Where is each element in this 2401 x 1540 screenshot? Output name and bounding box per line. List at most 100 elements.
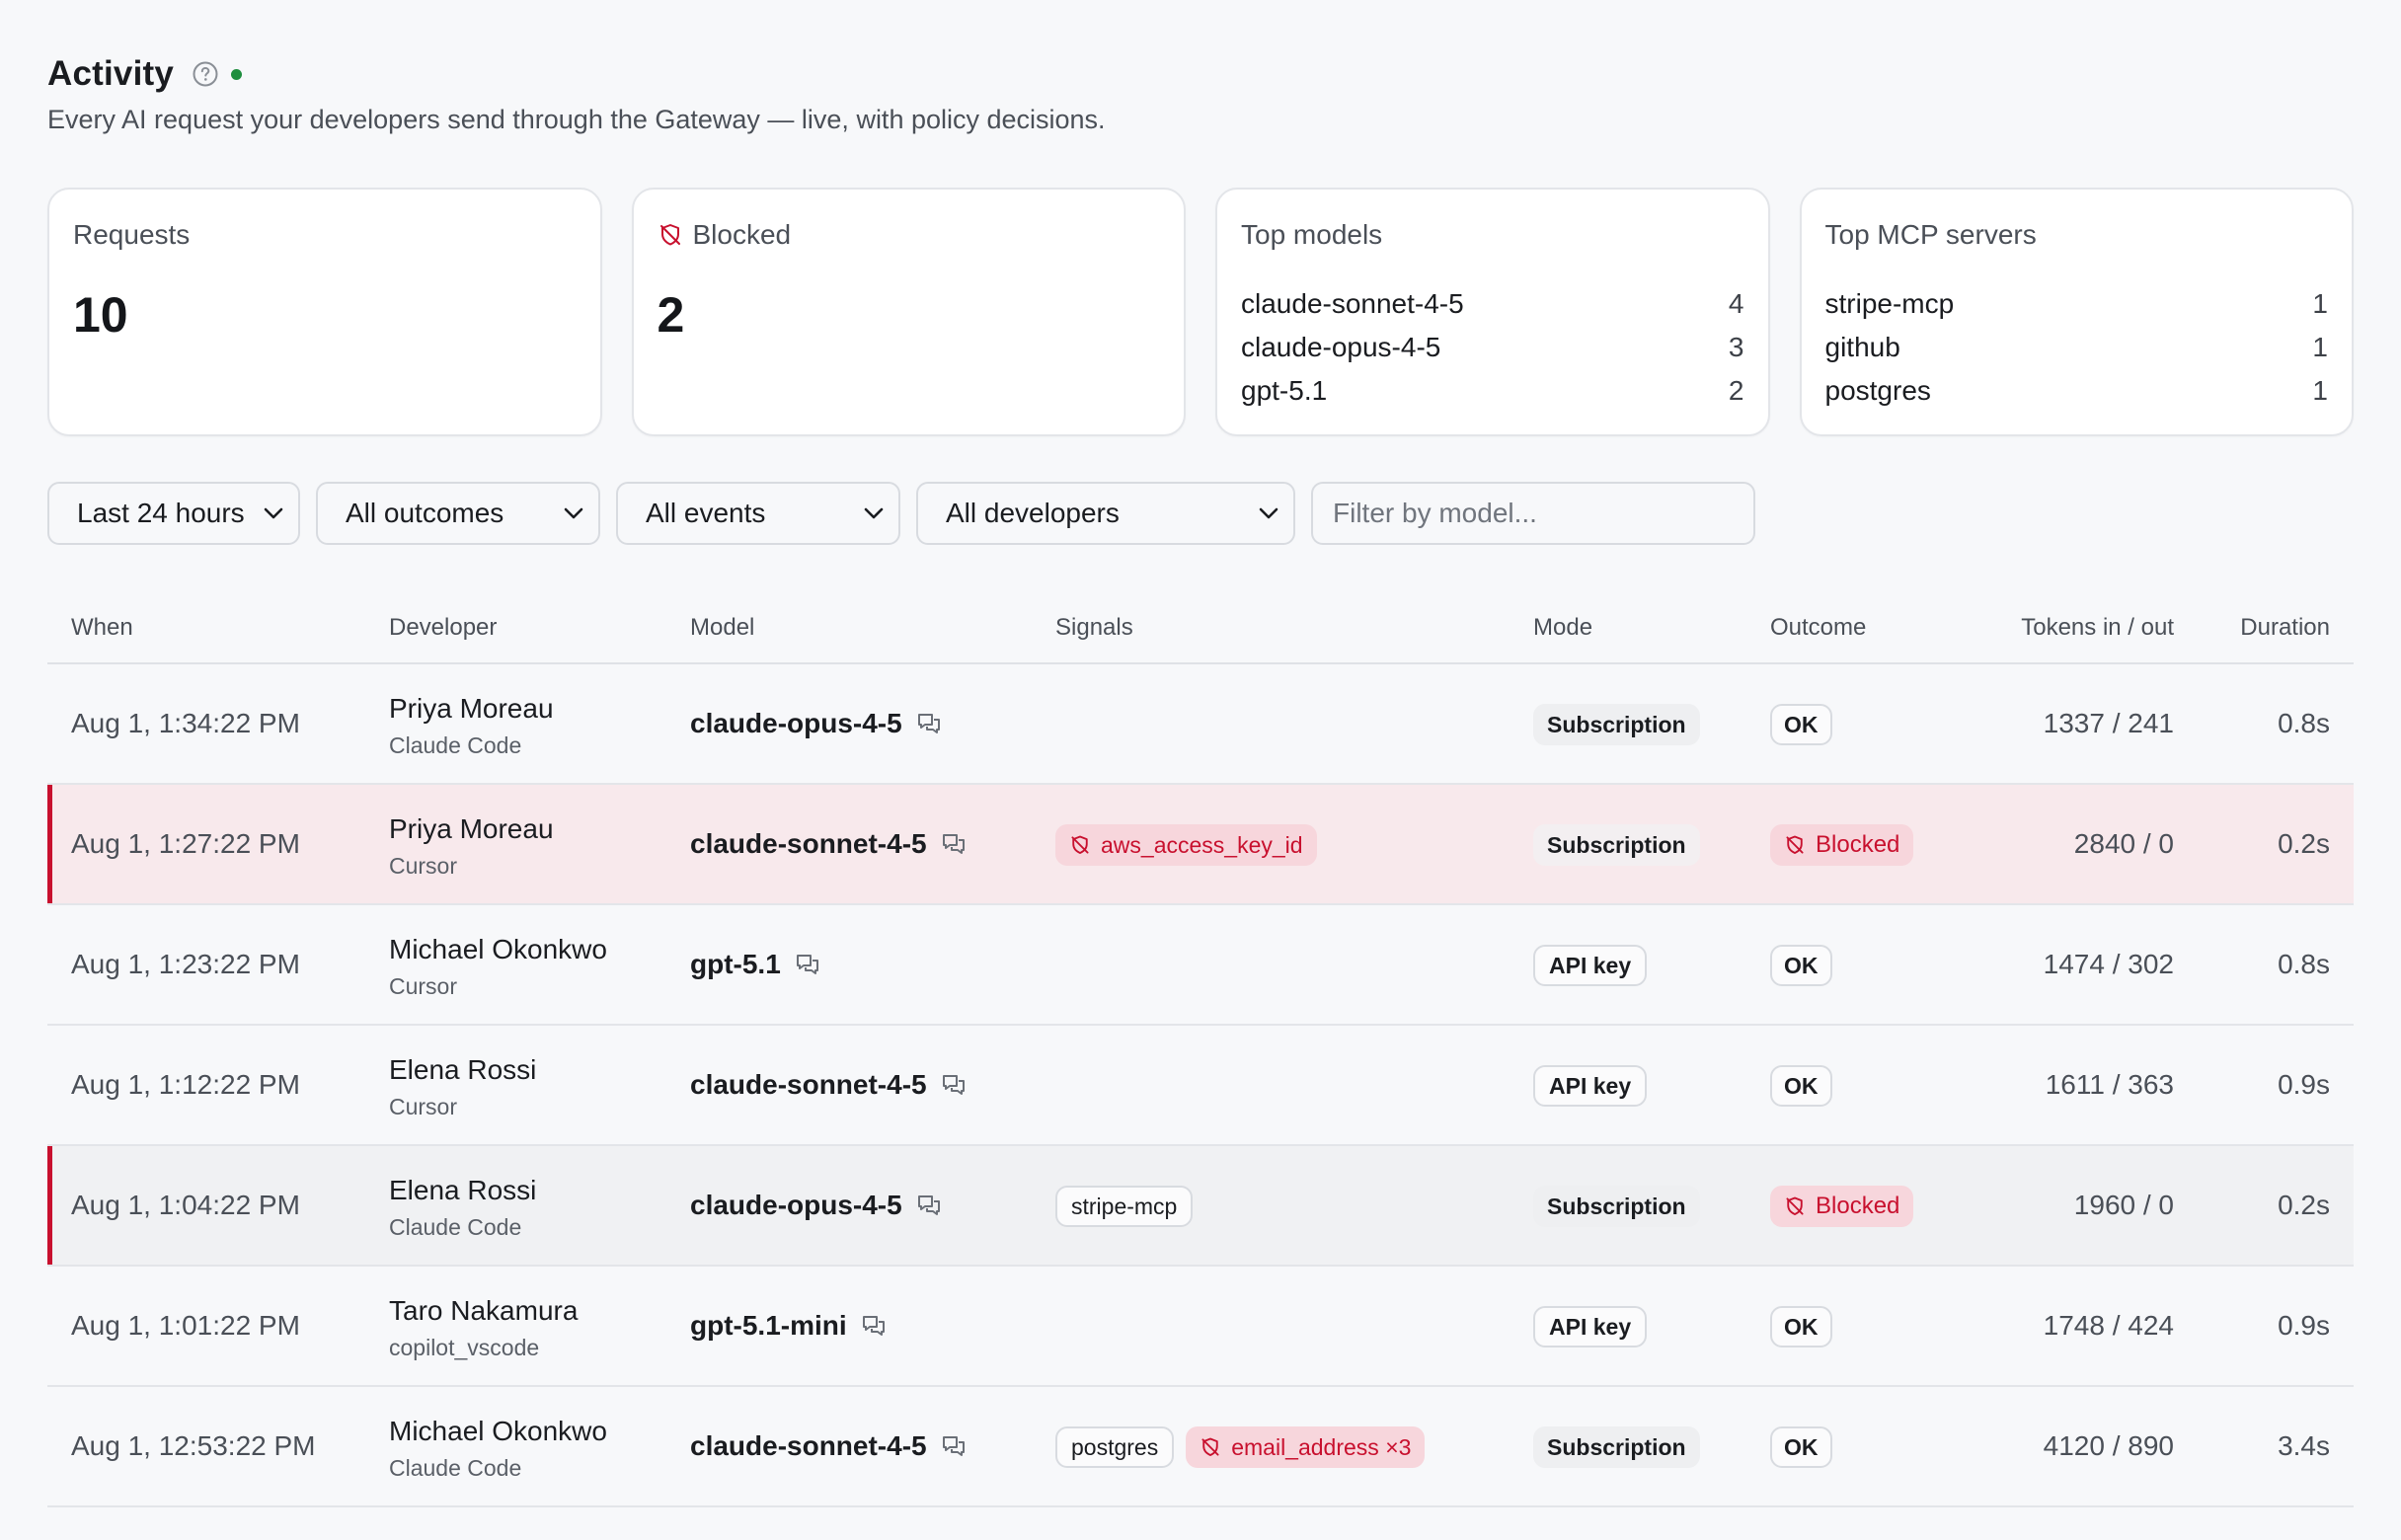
shield-off-icon bbox=[1786, 835, 1804, 854]
row-duration: 0.8s bbox=[2278, 708, 2330, 738]
row-signals: aws_access_key_id bbox=[1055, 824, 1317, 866]
developer-tool: Cursor bbox=[389, 853, 458, 879]
chevron-down-icon bbox=[564, 507, 583, 519]
list-item: claude-opus-4-5 3 bbox=[1241, 326, 1744, 369]
developer-name: Priya Moreau bbox=[389, 813, 554, 844]
column-header-tokens[interactable]: Tokens in / out bbox=[2021, 614, 2174, 641]
developer-tool: Cursor bbox=[389, 973, 458, 999]
select-value: All events bbox=[646, 498, 766, 528]
row-tokens: 1611 / 363 bbox=[2045, 1069, 2174, 1100]
developer-name: Elena Rossi bbox=[389, 1175, 537, 1205]
requests-card: Requests 10 bbox=[47, 188, 602, 436]
outcome-badge: OK bbox=[1770, 704, 1832, 745]
shield-off-icon bbox=[1201, 1437, 1219, 1456]
row-duration: 0.9s bbox=[2278, 1069, 2330, 1100]
column-header-when[interactable]: When bbox=[71, 614, 133, 641]
table-row[interactable]: Aug 1, 1:01:22 PM Taro Nakamura copilot_… bbox=[47, 1267, 2354, 1387]
developers-select[interactable]: All developers bbox=[916, 482, 1295, 545]
conversation-icon[interactable] bbox=[859, 1311, 889, 1341]
outcome-badge: Blocked bbox=[1770, 824, 1914, 866]
activity-table: When Developer Model Signals Mode Outcom… bbox=[47, 592, 2354, 1507]
model-name: gpt-5.1 bbox=[690, 949, 781, 979]
row-model: claude-sonnet-4-5 bbox=[690, 1430, 968, 1462]
row-model: claude-sonnet-4-5 bbox=[690, 828, 968, 860]
column-header-duration[interactable]: Duration bbox=[2240, 614, 2330, 641]
table-row[interactable]: Aug 1, 1:23:22 PM Michael Okonkwo Cursor… bbox=[47, 905, 2354, 1026]
signal-pill[interactable]: stripe-mcp bbox=[1055, 1186, 1194, 1227]
events-select[interactable]: All events bbox=[616, 482, 900, 545]
mode-badge: Subscription bbox=[1533, 1426, 1700, 1468]
shield-off-icon bbox=[659, 224, 680, 246]
model-name: claude-opus-4-5 bbox=[690, 1190, 902, 1220]
mcp-name: postgres bbox=[1824, 375, 1931, 406]
row-model: claude-opus-4-5 bbox=[690, 708, 944, 739]
conversation-icon[interactable] bbox=[914, 1191, 944, 1220]
row-signals: postgres email_address ×3 bbox=[1055, 1426, 1426, 1468]
table-row[interactable]: Aug 1, 1:04:22 PM Elena Rossi Claude Cod… bbox=[47, 1146, 2354, 1267]
row-duration: 0.2s bbox=[2278, 828, 2330, 859]
model-filter-input[interactable] bbox=[1311, 482, 1755, 545]
conversation-icon[interactable] bbox=[939, 1070, 968, 1100]
signal-text: aws_access_key_id bbox=[1101, 831, 1303, 858]
list-item: stripe-mcp 1 bbox=[1825, 282, 2329, 326]
table-header: When Developer Model Signals Mode Outcom… bbox=[47, 592, 2354, 664]
row-outcome: OK bbox=[1770, 704, 1832, 745]
row-tokens: 1474 / 302 bbox=[2043, 949, 2174, 979]
signal-pill[interactable]: email_address ×3 bbox=[1186, 1426, 1426, 1468]
developer-tool: Claude Code bbox=[389, 1455, 522, 1481]
row-mode: Subscription bbox=[1533, 1186, 1700, 1227]
mcp-name: github bbox=[1824, 332, 1900, 362]
time-range-select[interactable]: Last 24 hours bbox=[47, 482, 300, 545]
outcome-badge: OK bbox=[1770, 1426, 1832, 1468]
row-tokens: 1748 / 424 bbox=[2043, 1310, 2174, 1341]
conversation-icon[interactable] bbox=[939, 829, 968, 859]
column-header-model[interactable]: Model bbox=[690, 614, 755, 641]
row-when: Aug 1, 1:34:22 PM bbox=[71, 708, 300, 738]
mode-badge: Subscription bbox=[1533, 824, 1700, 866]
signal-pill[interactable]: postgres bbox=[1055, 1426, 1175, 1468]
help-icon[interactable] bbox=[192, 60, 219, 88]
conversation-icon[interactable] bbox=[914, 709, 944, 738]
card-label: Blocked bbox=[692, 219, 792, 250]
conversation-icon[interactable] bbox=[939, 1431, 968, 1461]
row-when: Aug 1, 1:23:22 PM bbox=[71, 949, 300, 979]
table-row[interactable]: Aug 1, 1:12:22 PM Elena Rossi Cursor cla… bbox=[47, 1026, 2354, 1146]
row-model: claude-sonnet-4-5 bbox=[690, 1069, 968, 1101]
page-title: Activity bbox=[47, 54, 175, 93]
shield-off-icon bbox=[1786, 1196, 1804, 1215]
developer-tool: Claude Code bbox=[389, 732, 522, 758]
blocked-row-accent bbox=[47, 1146, 52, 1265]
model-count: 2 bbox=[1728, 375, 1744, 406]
column-header-developer[interactable]: Developer bbox=[389, 614, 498, 641]
column-header-outcome[interactable]: Outcome bbox=[1770, 614, 1867, 641]
conversation-icon[interactable] bbox=[793, 950, 822, 979]
signal-pill[interactable]: aws_access_key_id bbox=[1055, 824, 1317, 866]
model-count: 4 bbox=[1728, 288, 1744, 319]
row-when: Aug 1, 1:04:22 PM bbox=[71, 1190, 300, 1220]
row-outcome: OK bbox=[1770, 1426, 1832, 1468]
table-row[interactable]: Aug 1, 12:53:22 PM Michael Okonkwo Claud… bbox=[47, 1387, 2354, 1507]
column-header-signals[interactable]: Signals bbox=[1055, 614, 1133, 641]
list-item: postgres 1 bbox=[1825, 369, 2329, 413]
model-name: gpt-5.1 bbox=[1241, 375, 1328, 406]
row-mode: Subscription bbox=[1533, 1426, 1700, 1468]
live-status-dot bbox=[231, 68, 243, 80]
outcome-select[interactable]: All outcomes bbox=[316, 482, 600, 545]
outcome-text: Blocked bbox=[1816, 831, 1900, 858]
summary-cards: Requests 10 Blocked 2 Top models claude-… bbox=[47, 188, 2354, 436]
list-item: gpt-5.1 2 bbox=[1241, 369, 1744, 413]
model-name: claude-opus-4-5 bbox=[690, 708, 902, 738]
developer-name: Taro Nakamura bbox=[389, 1295, 579, 1326]
row-model: gpt-5.1 bbox=[690, 949, 822, 980]
row-mode: Subscription bbox=[1533, 704, 1700, 745]
row-when: Aug 1, 1:27:22 PM bbox=[71, 828, 300, 859]
table-row[interactable]: Aug 1, 1:34:22 PM Priya Moreau Claude Co… bbox=[47, 664, 2354, 785]
table-row[interactable]: Aug 1, 1:27:22 PM Priya Moreau Cursor cl… bbox=[47, 785, 2354, 905]
chevron-down-icon bbox=[864, 507, 884, 519]
top-models-card: Top models claude-sonnet-4-5 4 claude-opu… bbox=[1215, 188, 1770, 436]
top-mcp-list: stripe-mcp 1 github 1 postgres 1 bbox=[1825, 282, 2329, 413]
chevron-down-icon bbox=[264, 507, 283, 519]
select-value: All developers bbox=[946, 498, 1120, 528]
column-header-mode[interactable]: Mode bbox=[1533, 614, 1593, 641]
mcp-count: 1 bbox=[2312, 332, 2328, 362]
